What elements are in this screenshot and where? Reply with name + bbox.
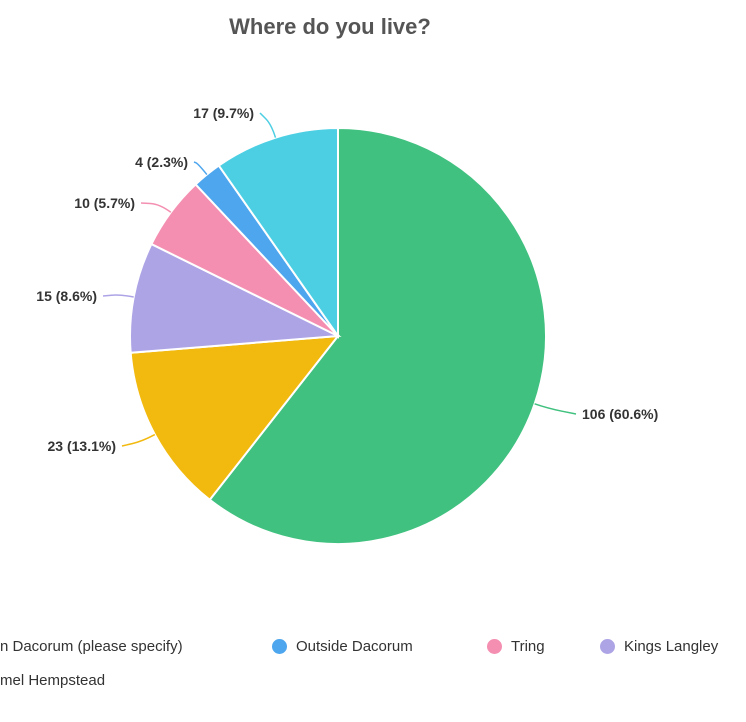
legend-label: Kings Langley [624,638,719,655]
pie-slice [129,334,341,502]
leader-line [140,202,172,213]
legend-row-1: n Dacorum (please specify) Outside Dacoru… [0,638,746,658]
leader-line [102,294,134,298]
data-label: 17 (9.7%) [193,105,254,121]
legend-label: Tring [511,638,545,655]
data-label: 15 (8.6%) [36,288,97,304]
leader-line [121,433,156,447]
legend-dot-icon [487,639,502,654]
leader-line [534,403,577,415]
legend-dot-icon [600,639,615,654]
legend-row-2: mel Hempstead [0,672,746,692]
legend-item: mel Hempstead [0,672,105,689]
pie-slice [217,126,339,340]
leader-line [259,112,277,138]
data-label: 23 (13.1%) [48,438,116,454]
legend-item: Tring [487,638,545,655]
chart-title: Where do you live? [229,14,431,39]
data-label: 4 (2.3%) [135,154,188,170]
legend-label: n Dacorum (please specify) [0,638,183,655]
legend-item: Kings Langley [600,638,718,655]
legend-label: Outside Dacorum [296,638,413,655]
data-label: 10 (5.7%) [74,195,135,211]
legend-label: mel Hempstead [0,672,106,689]
leader-line [193,161,208,176]
legend-item: Outside Dacorum [272,638,413,655]
legend-dot-icon [272,639,287,654]
data-label: 106 (60.6%) [582,406,658,422]
legend-item: n Dacorum (please specify) [0,638,183,655]
